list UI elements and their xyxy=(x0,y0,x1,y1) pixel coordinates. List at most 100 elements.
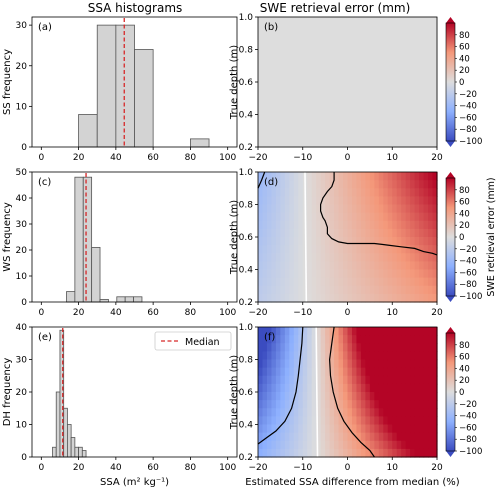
heatmap-cell xyxy=(338,196,344,206)
heatmap-cell xyxy=(311,448,317,458)
heatmap-cell xyxy=(329,293,335,303)
heatmap-cell xyxy=(343,237,349,246)
heatmap-cell xyxy=(419,448,425,458)
y-tick-label: 0 xyxy=(21,298,27,308)
y-tick-label: 0.2 xyxy=(239,143,253,153)
heatmap-cell xyxy=(316,237,322,246)
heatmap-cell xyxy=(428,432,434,442)
heatmap-cell xyxy=(410,237,416,246)
heatmap-cell xyxy=(316,293,322,303)
heatmap-cell xyxy=(401,261,407,271)
heatmap-cell xyxy=(280,228,286,238)
heatmap-cell xyxy=(320,245,326,254)
y-axis-label: True depth (m) xyxy=(229,200,240,275)
heatmap-cell xyxy=(293,277,299,287)
heatmap-cell xyxy=(266,343,273,352)
heatmap-cell xyxy=(356,253,362,262)
heatmap-cell xyxy=(298,196,304,206)
heatmap-cell xyxy=(307,432,313,442)
colorbar-tick-label: 0 xyxy=(459,388,464,398)
heatmap-cell xyxy=(293,188,299,197)
heatmap-cell xyxy=(275,220,281,230)
heatmap-cell xyxy=(275,245,281,254)
heatmap-cell xyxy=(356,212,362,222)
heatmap-cell xyxy=(311,228,317,238)
heatmap-cell xyxy=(316,245,322,254)
heatmap-cell xyxy=(360,359,366,369)
y-tick-label: 30 xyxy=(16,356,28,366)
heatmap-cell xyxy=(432,440,438,450)
heatmap-cell xyxy=(387,237,393,246)
heatmap-cell xyxy=(284,335,290,344)
heatmap-cell xyxy=(423,188,429,197)
heatmap-cell xyxy=(419,367,425,377)
heatmap-cell xyxy=(289,188,295,197)
heatmap-cell xyxy=(284,277,290,287)
heatmap-cell xyxy=(271,448,277,458)
heatmap-cell xyxy=(316,172,322,181)
heatmap-cell xyxy=(356,228,362,238)
heatmap-cell xyxy=(320,392,326,401)
heatmap-cell xyxy=(298,253,304,262)
heatmap-cell xyxy=(432,392,438,401)
heatmap-cell xyxy=(374,220,380,230)
heatmap-cell xyxy=(289,383,295,393)
heatmap-cell xyxy=(307,277,313,287)
heatmap-cell xyxy=(325,188,331,197)
heatmap-cell xyxy=(396,408,402,417)
heatmap-cell xyxy=(284,180,290,189)
heatmap-cell xyxy=(325,285,331,295)
heatmap-cell xyxy=(423,269,429,279)
heatmap-cell xyxy=(293,269,299,279)
heatmap-cell xyxy=(351,432,358,442)
heatmap-cell xyxy=(423,180,429,189)
heatmap-cell xyxy=(293,245,299,254)
heatmap-cell xyxy=(334,392,340,401)
histogram-bar xyxy=(82,176,93,303)
heatmap-cell xyxy=(284,172,290,181)
heatmap-cell xyxy=(298,245,304,254)
heatmap-cell xyxy=(383,261,389,271)
heatmap-cell xyxy=(383,172,389,181)
heatmap-cell xyxy=(401,408,407,417)
heatmap-cell xyxy=(374,424,380,434)
y-axis-label: WS frequency xyxy=(2,202,13,272)
heatmap-cell xyxy=(383,245,389,254)
heatmap-cell xyxy=(383,448,389,458)
heatmap-cell xyxy=(410,424,416,434)
heatmap-cell xyxy=(392,335,398,344)
heatmap-cell xyxy=(289,261,295,271)
heatmap-cell xyxy=(329,432,335,442)
heatmap-cell xyxy=(271,212,277,222)
heatmap-cell xyxy=(369,253,375,262)
heatmap-cell xyxy=(338,261,344,271)
heatmap-cell xyxy=(428,204,434,214)
heatmap-cell xyxy=(316,432,322,442)
heatmap-cell xyxy=(262,196,268,206)
colorbar-extend-max xyxy=(446,17,455,23)
heatmap-cell xyxy=(334,327,340,336)
heatmap-cell xyxy=(320,293,326,303)
heatmap-cell xyxy=(432,180,438,189)
heatmap-cell xyxy=(414,285,420,295)
heatmap-cell xyxy=(383,375,389,385)
heatmap-cell xyxy=(275,335,281,344)
heatmap-cell xyxy=(369,285,375,295)
heatmap-cell xyxy=(365,245,371,254)
heatmap-cell xyxy=(266,448,273,458)
heatmap-cell xyxy=(343,367,349,377)
heatmap-cell xyxy=(365,188,371,197)
heatmap-cell xyxy=(284,327,290,336)
heatmap-cell xyxy=(266,408,273,417)
heatmap-cell xyxy=(432,277,438,287)
heatmap-cell xyxy=(298,237,304,246)
panel-label: (d) xyxy=(264,177,278,188)
heatmap-cell xyxy=(356,196,362,206)
heatmap-cell xyxy=(289,440,295,450)
heatmap-cell xyxy=(392,269,398,279)
heatmap-cell xyxy=(334,440,340,450)
heatmap-cell xyxy=(298,424,304,434)
heatmap-cell xyxy=(284,424,290,434)
heatmap-cell xyxy=(383,351,389,361)
x-tick-label: 60 xyxy=(147,463,159,473)
